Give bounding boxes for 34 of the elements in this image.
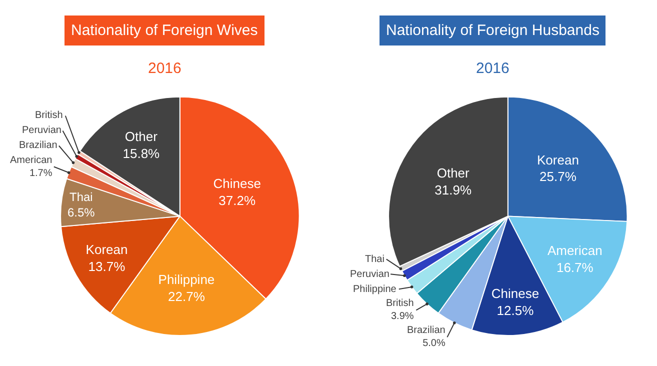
slice-label: Peruvian [22, 125, 62, 136]
slice-label: Korean [537, 152, 579, 168]
slice-label: Thai [70, 190, 93, 204]
slice-label: American [10, 155, 52, 166]
data-label: 37.2% [218, 192, 256, 208]
data-label: 16.7% [556, 260, 594, 275]
data-label: 3.9% [391, 311, 414, 322]
slice-label: Philippine [158, 272, 215, 288]
slice-label: Chinese [491, 286, 540, 302]
data-label: 15.8% [122, 146, 160, 162]
data-label: 5.0% [422, 338, 446, 349]
slice-label: American [547, 243, 602, 258]
slice-label: Chinese [213, 176, 261, 191]
slice-label: Korean [86, 242, 128, 257]
slice-label: British [35, 110, 63, 121]
data-label: 6.5% [68, 206, 96, 220]
chart-title: Nationality of Foreign Husbands [386, 22, 600, 39]
slice-label: British [386, 298, 414, 309]
data-label: 13.7% [88, 258, 126, 274]
chart-title: Nationality of Foreign Wives [71, 22, 258, 39]
slice-label: Brazilian [407, 325, 446, 336]
data-label: 31.9% [434, 182, 472, 198]
slice-label: Philippine [353, 284, 397, 295]
chart-subtitle: 2016 [476, 60, 510, 77]
slice-label: Peruvian [350, 269, 390, 280]
data-label: 1.7% [29, 168, 52, 179]
slice-label: Brazilian [19, 140, 58, 151]
slice-label: Other [436, 165, 470, 180]
data-label: 22.7% [168, 288, 206, 304]
data-label: 12.5% [496, 303, 534, 318]
chart-subtitle: 2016 [148, 60, 182, 77]
slice-label: Other [124, 129, 158, 144]
data-label: 25.7% [540, 169, 577, 184]
slice-label: Thai [365, 254, 384, 265]
